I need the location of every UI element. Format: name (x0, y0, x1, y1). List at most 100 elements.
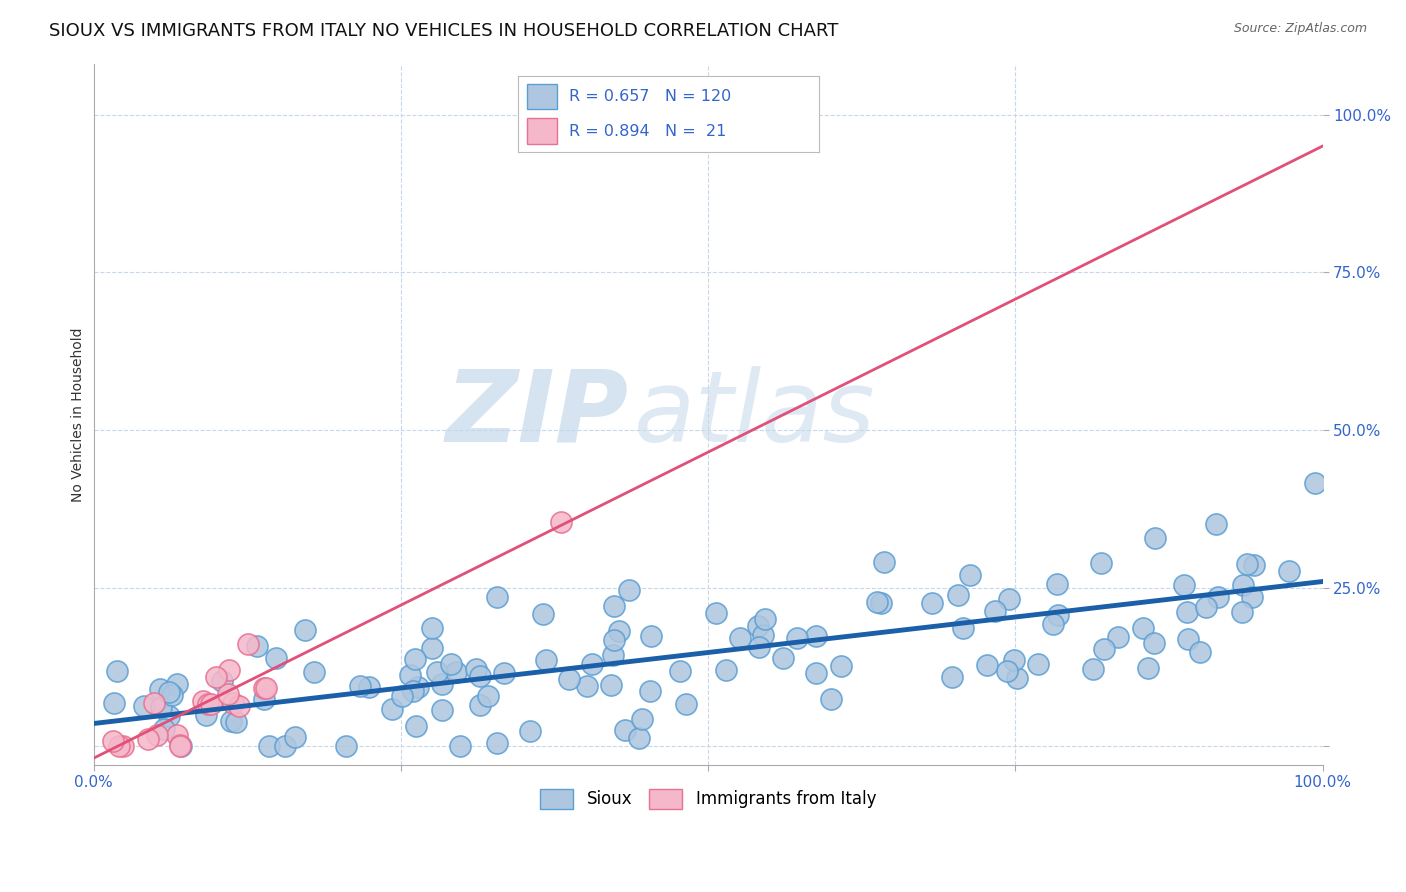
Point (640, 629, 662, 643)
Point (217, 687, 239, 701)
Point (716, 664, 738, 678)
Point (349, 679, 371, 693)
Point (486, 591, 509, 605)
Point (166, 728, 188, 742)
Point (103, 696, 125, 710)
Point (603, 633, 626, 648)
Point (136, 732, 159, 747)
Point (108, 739, 131, 753)
Text: ZIP: ZIP (446, 366, 628, 463)
Point (420, 641, 443, 656)
Point (426, 665, 449, 680)
Point (238, 637, 260, 651)
Point (477, 689, 499, 703)
Point (1232, 577, 1254, 591)
Point (984, 604, 1007, 618)
Point (873, 555, 896, 569)
Point (449, 739, 471, 753)
Point (948, 588, 970, 602)
Point (101, 734, 124, 748)
Point (430, 703, 453, 717)
Point (519, 724, 541, 739)
Point (576, 679, 599, 693)
Point (617, 582, 640, 597)
Point (166, 676, 188, 690)
Point (921, 596, 943, 610)
Point (402, 684, 425, 698)
Point (1189, 645, 1212, 659)
Point (254, 681, 277, 695)
Point (870, 596, 893, 610)
Point (976, 657, 998, 672)
Point (302, 665, 325, 680)
Point (630, 712, 652, 726)
Point (404, 652, 426, 666)
Point (143, 696, 166, 710)
Point (995, 664, 1018, 678)
Point (228, 698, 250, 713)
Point (1173, 578, 1195, 592)
Point (485, 736, 508, 750)
Point (468, 669, 491, 683)
Point (246, 639, 269, 653)
Point (1047, 608, 1070, 623)
Point (264, 650, 287, 665)
Point (754, 612, 776, 626)
Point (439, 657, 461, 672)
Point (357, 680, 380, 694)
Point (748, 640, 770, 654)
Point (581, 657, 603, 671)
Point (422, 621, 444, 635)
Point (205, 670, 228, 684)
Point (1303, 476, 1326, 491)
Point (197, 698, 219, 712)
Point (1205, 517, 1227, 532)
Point (600, 678, 623, 692)
Point (335, 739, 357, 753)
Text: Source: ZipAtlas.com: Source: ZipAtlas.com (1233, 22, 1367, 36)
Point (531, 607, 554, 621)
Point (747, 618, 769, 632)
Point (157, 685, 180, 699)
Point (669, 664, 692, 678)
Point (200, 697, 222, 711)
Point (444, 665, 467, 680)
Text: SIOUX VS IMMIGRANTS FROM ITALY NO VEHICLES IN HOUSEHOLD CORRELATION CHART: SIOUX VS IMMIGRANTS FROM ITALY NO VEHICL… (49, 22, 838, 40)
Point (294, 623, 316, 637)
Point (1090, 557, 1112, 571)
Point (273, 739, 295, 753)
Point (1243, 558, 1265, 572)
Point (614, 723, 637, 737)
Point (218, 663, 240, 677)
Point (222, 696, 245, 710)
Point (162, 689, 184, 703)
Point (1137, 661, 1160, 675)
Point (1144, 531, 1167, 545)
Point (1002, 653, 1025, 667)
Point (1042, 616, 1064, 631)
Point (558, 672, 581, 686)
Point (675, 697, 697, 711)
Point (607, 624, 630, 638)
Point (105, 665, 128, 679)
Point (628, 731, 651, 746)
Point (408, 680, 430, 694)
Point (1241, 590, 1264, 604)
Point (430, 677, 453, 691)
Point (704, 606, 727, 620)
Point (381, 702, 404, 716)
Point (193, 694, 215, 708)
Point (952, 621, 974, 635)
Point (253, 691, 276, 706)
Point (1236, 557, 1258, 571)
Point (257, 739, 280, 753)
Point (1177, 632, 1199, 646)
Point (728, 631, 751, 645)
Legend: Sioux, Immigrants from Italy: Sioux, Immigrants from Italy (533, 782, 883, 815)
Point (865, 595, 887, 609)
Point (219, 714, 242, 728)
Point (253, 681, 276, 696)
Point (1277, 564, 1299, 578)
Point (149, 682, 172, 697)
Point (1046, 577, 1069, 591)
